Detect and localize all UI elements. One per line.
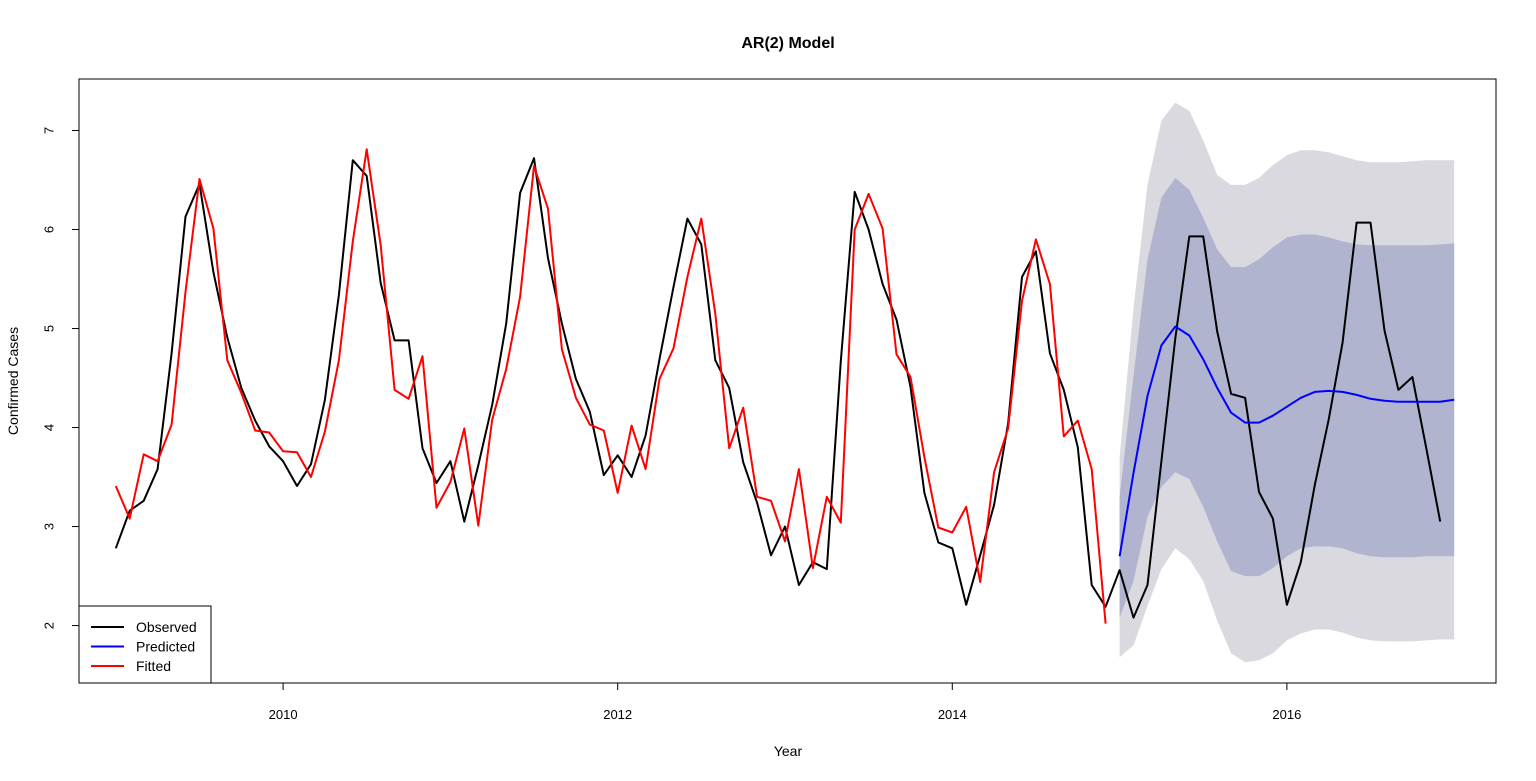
x-tick-label: 2012 — [603, 707, 632, 722]
legend-label: Fitted — [136, 658, 171, 674]
y-tick-label: 4 — [41, 424, 56, 431]
x-tick-label: 2014 — [938, 707, 967, 722]
series-observed — [114, 157, 1442, 619]
y-axis-label: Confirmed Cases — [5, 327, 21, 435]
x-axis: 2010 2012 2014 2016 — [269, 682, 1301, 722]
series-lines — [114, 148, 1455, 624]
legend-label: Predicted — [136, 639, 195, 655]
y-tick-label: 3 — [41, 523, 56, 530]
y-tick-label: 7 — [41, 127, 56, 134]
legend-box — [78, 605, 212, 684]
y-tick-label: 6 — [41, 226, 56, 233]
x-tick-label: 2010 — [269, 707, 298, 722]
chart-title: AR(2) Model — [741, 35, 834, 52]
x-tick-label: 2016 — [1272, 707, 1301, 722]
x-axis-label: Year — [774, 743, 803, 759]
band-80 — [1119, 178, 1455, 618]
y-axis: 2 3 4 5 6 7 — [41, 127, 80, 629]
legend-label: Observed — [136, 619, 197, 635]
legend: Observed Predicted Fitted — [78, 605, 212, 684]
y-tick-label: 2 — [41, 622, 56, 629]
series-predicted — [1118, 325, 1455, 557]
y-tick-label: 5 — [41, 325, 56, 332]
series-fitted — [114, 148, 1107, 624]
